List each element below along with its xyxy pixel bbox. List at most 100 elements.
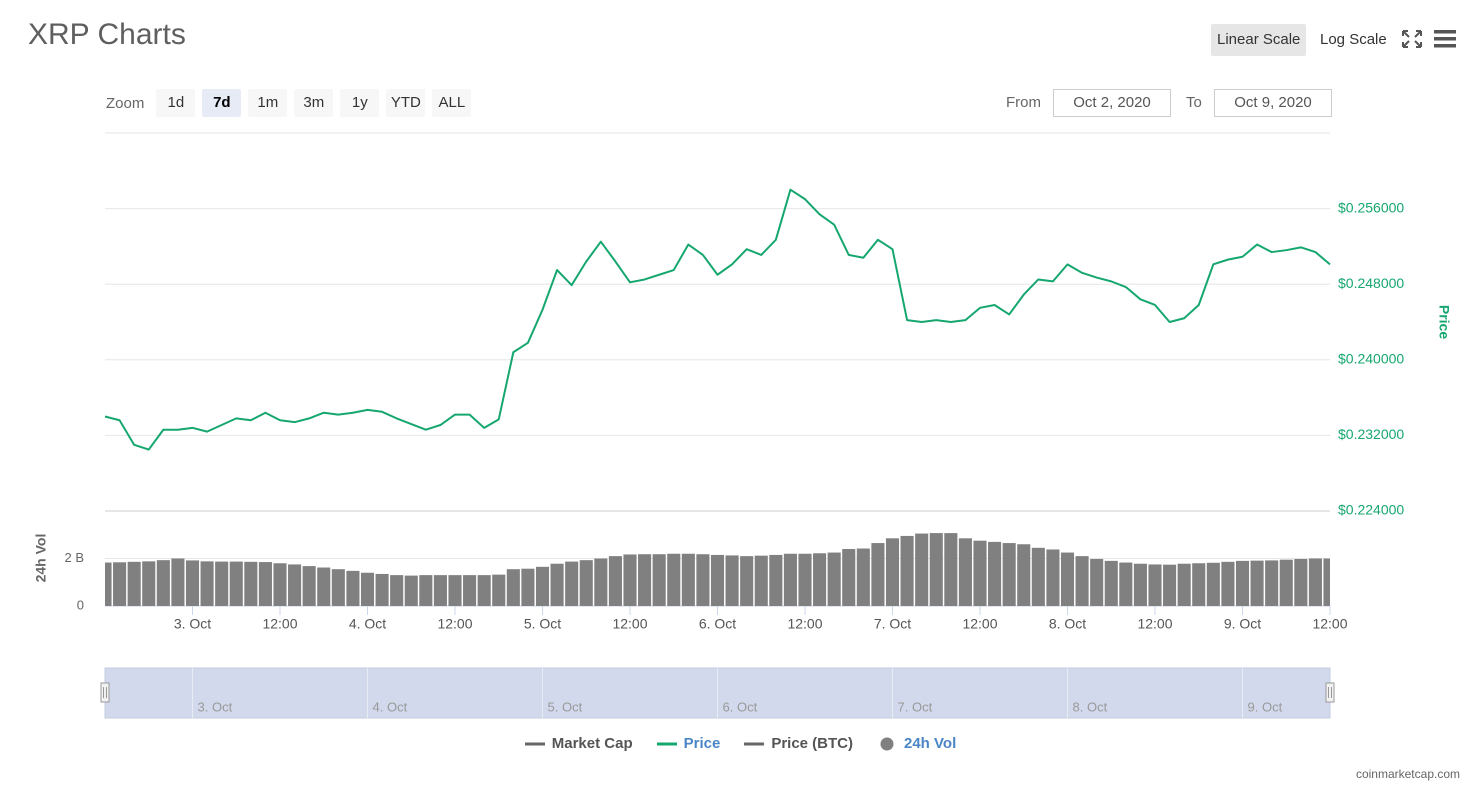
volume-bar xyxy=(798,553,812,606)
vol-y-tick-label: 0 xyxy=(77,597,84,612)
y-tick-label: $0.240000 xyxy=(1338,351,1404,367)
from-date-input[interactable]: Oct 2, 2020 xyxy=(1053,89,1171,117)
y-tick-label: $0.232000 xyxy=(1338,426,1404,442)
zoom-label: Zoom xyxy=(106,94,145,112)
x-tick-label: 12:00 xyxy=(612,616,647,632)
volume-bar xyxy=(142,561,156,606)
volume-bar xyxy=(1002,543,1016,606)
navigator-tick-label: 4. Oct xyxy=(373,699,408,714)
volume-bar xyxy=(521,568,535,606)
x-tick-label: 12:00 xyxy=(1312,616,1347,632)
volume-bar xyxy=(623,554,637,606)
volume-bar xyxy=(769,554,783,606)
volume-bar xyxy=(1075,556,1089,606)
vol-axis-title: 24h Vol xyxy=(33,534,49,583)
volume-bar xyxy=(973,540,987,606)
to-date-input[interactable]: Oct 9, 2020 xyxy=(1214,89,1332,117)
volume-bar xyxy=(200,561,214,606)
volume-bar xyxy=(105,562,112,606)
volume-bar xyxy=(550,563,564,606)
volume-bar xyxy=(856,548,870,606)
legend-label: 24h Vol xyxy=(904,735,957,752)
volume-bar xyxy=(842,549,856,606)
volume-bar xyxy=(1308,558,1322,606)
legend: Market Cap Price Price (BTC) 24h Vol xyxy=(0,735,1481,752)
x-tick-label: 6. Oct xyxy=(699,616,736,632)
zoom-button[interactable]: ALL xyxy=(432,89,472,117)
volume-bar xyxy=(171,558,185,606)
legend-symbol xyxy=(524,742,545,745)
to-label: To xyxy=(1186,94,1202,111)
volume-bar xyxy=(244,561,258,606)
x-tick-label: 3. Oct xyxy=(174,616,211,632)
volume-bar xyxy=(1323,558,1330,606)
legend-symbol xyxy=(744,742,765,745)
vol-y-tick-label: 2 B xyxy=(64,550,84,565)
x-tick-label: 12:00 xyxy=(787,616,822,632)
linear-scale-button[interactable]: Linear Scale xyxy=(1211,24,1307,56)
volume-bar xyxy=(1090,558,1104,606)
volume-bar xyxy=(1294,558,1308,606)
fullscreen-icon[interactable] xyxy=(1400,28,1424,50)
volume-bar xyxy=(1148,564,1162,606)
volume-bar xyxy=(492,574,506,606)
legend-item[interactable]: Price xyxy=(656,735,720,752)
volume-bar xyxy=(1279,559,1293,606)
log-scale-button[interactable]: Log Scale xyxy=(1320,31,1387,48)
volume-bar xyxy=(900,535,914,606)
volume-bar xyxy=(258,562,272,606)
volume-bar xyxy=(477,575,491,606)
volume-bar xyxy=(871,543,885,606)
legend-item[interactable]: Price (BTC) xyxy=(744,735,853,752)
volume-bar xyxy=(565,561,579,606)
legend-item[interactable]: Market Cap xyxy=(524,735,633,752)
volume-bar xyxy=(1104,560,1118,606)
zoom-button[interactable]: YTD xyxy=(386,89,426,117)
volume-bar xyxy=(754,555,768,606)
volume-bar xyxy=(915,533,929,606)
page-title: XRP Charts xyxy=(28,18,186,51)
navigator-tick-label: 9. Oct xyxy=(1248,699,1283,714)
volume-bar xyxy=(1133,563,1147,606)
zoom-button[interactable]: 7d xyxy=(202,89,242,117)
zoom-button[interactable]: 1m xyxy=(248,89,288,117)
volume-bar xyxy=(944,533,958,606)
x-tick-label: 8. Oct xyxy=(1049,616,1086,632)
volume-bar xyxy=(215,561,229,606)
legend-symbol xyxy=(656,742,677,745)
credit: coinmarketcap.com xyxy=(1355,767,1460,781)
volume-bar xyxy=(579,560,593,606)
volume-bar xyxy=(1177,563,1191,606)
volume-bar xyxy=(390,575,404,606)
legend-item[interactable]: 24h Vol xyxy=(877,735,956,752)
zoom-button[interactable]: 1y xyxy=(340,89,380,117)
volume-bar xyxy=(463,575,477,606)
navigator-tick-label: 7. Oct xyxy=(898,699,933,714)
volume-bar xyxy=(594,558,608,606)
volume-bar xyxy=(667,553,681,606)
zoom-button[interactable]: 1d xyxy=(156,89,196,117)
volume-bar xyxy=(827,552,841,606)
y-tick-label: $0.248000 xyxy=(1338,275,1404,291)
volume-bar xyxy=(813,553,827,606)
zoom-button[interactable]: 3m xyxy=(294,89,334,117)
volume-bar xyxy=(783,553,797,606)
legend-marker xyxy=(880,737,894,750)
volume-bar xyxy=(448,575,462,606)
navigator-handle[interactable] xyxy=(1325,682,1335,703)
x-tick-label: 12:00 xyxy=(962,616,997,632)
volume-bars xyxy=(105,533,1330,606)
x-tick-label: 12:00 xyxy=(437,616,472,632)
y-tick-label: $0.224000 xyxy=(1338,502,1404,518)
menu-icon[interactable] xyxy=(1434,28,1458,50)
volume-bar xyxy=(288,564,302,606)
navigator-handle[interactable] xyxy=(100,682,110,703)
volume-bar xyxy=(929,533,943,606)
navigator-tick-label: 8. Oct xyxy=(1073,699,1108,714)
price-line xyxy=(104,188,1331,451)
volume-bar xyxy=(346,570,360,606)
volume-bar xyxy=(710,554,725,606)
from-label: From xyxy=(1006,94,1041,111)
